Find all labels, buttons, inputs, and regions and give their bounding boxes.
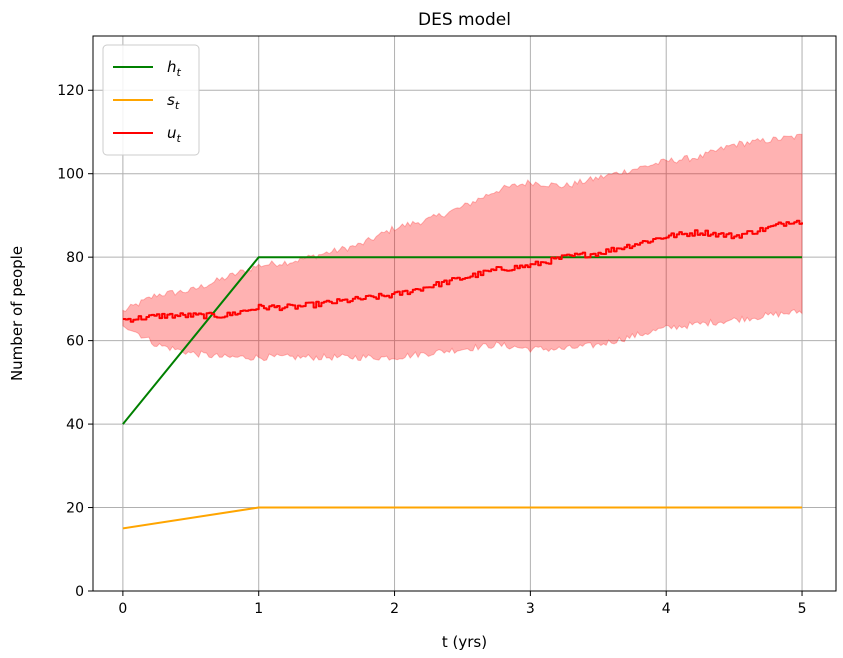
- grid: [93, 36, 836, 592]
- u-series-line: [122, 219, 803, 323]
- y-tick-label: 80: [66, 250, 84, 266]
- y-tick-label: 0: [75, 584, 84, 600]
- tick-layer: 0 1 2 3 4 5 0 20 40 60 80 100 120: [57, 83, 806, 617]
- x-tick-label: 0: [118, 601, 127, 617]
- x-tick-label: 5: [798, 601, 807, 617]
- s-series-line: [122, 506, 802, 530]
- h-series-line: [122, 256, 802, 425]
- x-tick-label: 4: [662, 601, 671, 617]
- y-tick-label: 20: [66, 501, 84, 517]
- x-tick-label: 1: [254, 601, 263, 617]
- plot-frame: [92, 35, 837, 592]
- x-axis-title: t (yrs): [442, 633, 487, 651]
- x-tick-label: 2: [390, 601, 399, 617]
- y-tick-label: 40: [66, 417, 84, 433]
- legend-subscript: t: [177, 66, 182, 79]
- series-layer: [122, 219, 803, 530]
- confidence-band-layer: [122, 133, 803, 362]
- legend-subscript: t: [175, 99, 180, 112]
- y-tick-label: 60: [66, 334, 84, 350]
- y-axis-title: Number of people: [8, 246, 26, 381]
- y-tick-label: 120: [57, 83, 84, 99]
- legend-subscript: t: [177, 132, 182, 145]
- y-tick-label: 100: [57, 167, 84, 183]
- x-tick-label: 3: [526, 601, 535, 617]
- chart-title: DES model: [418, 10, 511, 30]
- u-confidence-band: [122, 133, 803, 362]
